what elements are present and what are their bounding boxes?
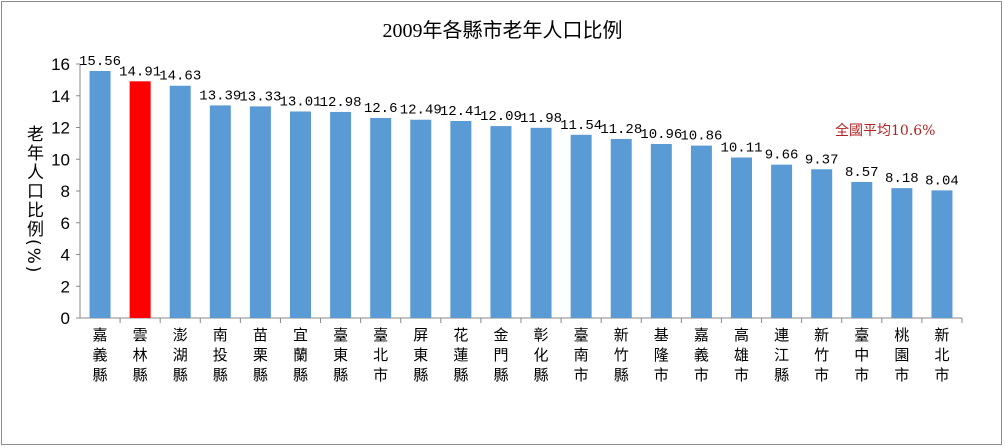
category-label: 澎湖縣	[173, 326, 188, 384]
category-label: 彰化縣	[534, 326, 549, 384]
value-label: 14.63	[159, 69, 201, 85]
value-label: 12.49	[400, 103, 442, 119]
value-label: 12.41	[440, 104, 482, 120]
category-label: 臺東縣	[333, 326, 348, 384]
value-label: 15.56	[79, 54, 121, 70]
value-label: 8.04	[925, 173, 959, 189]
value-label: 12.09	[480, 109, 522, 125]
category-label: 苗栗縣	[253, 326, 268, 384]
bar-嘉義縣	[89, 70, 111, 318]
bar-基隆市	[650, 144, 672, 318]
value-label: 8.18	[885, 171, 919, 187]
y-tick-label: 2	[61, 277, 70, 296]
value-label: 11.28	[600, 122, 642, 138]
bar-雲林縣	[129, 81, 151, 319]
category-label: 屏東縣	[413, 326, 428, 384]
bar-新竹市	[811, 169, 833, 318]
bar-新北市	[931, 190, 953, 318]
y-tick-label: 8	[61, 182, 70, 201]
y-tick-label: 6	[61, 214, 70, 233]
bar-臺南市	[570, 134, 592, 318]
value-label: 10.96	[640, 127, 682, 143]
category-label: 南投縣	[213, 326, 228, 384]
category-label: 桃園市	[894, 326, 909, 384]
value-label: 10.86	[680, 129, 722, 145]
bar-高雄市	[731, 157, 752, 318]
y-tick-label: 16	[51, 55, 70, 74]
category-label: 嘉義市	[694, 326, 709, 384]
y-tick-label: 4	[61, 246, 70, 265]
value-label: 9.37	[805, 152, 839, 168]
bar-新竹縣	[610, 138, 632, 318]
y-tick-label: 12	[51, 119, 70, 138]
bar-嘉義市	[690, 145, 712, 318]
y-tick-label: 10	[51, 150, 70, 169]
bar-彰化縣	[530, 127, 552, 318]
category-label: 新竹市	[814, 326, 829, 384]
category-label: 連江縣	[774, 326, 789, 384]
bar-連江縣	[771, 164, 793, 318]
value-label: 10.11	[720, 141, 762, 157]
value-label: 13.01	[279, 94, 321, 110]
bar-苗栗縣	[249, 106, 271, 318]
category-label: 嘉義縣	[93, 326, 108, 384]
category-label: 高雄市	[734, 326, 749, 384]
category-label: 臺中市	[854, 326, 869, 384]
bar-花蓮縣	[450, 120, 472, 319]
bar-臺中市	[851, 181, 873, 318]
bar-金門縣	[490, 126, 512, 318]
category-label: 基隆市	[654, 326, 669, 384]
bar-宜蘭縣	[290, 111, 311, 318]
chart-title: 2009年各縣市老年人口比例	[382, 20, 623, 42]
bar-南投縣	[209, 105, 231, 318]
y-tick-label: 0	[61, 309, 70, 328]
category-label: 新竹縣	[614, 326, 629, 384]
category-label: 雲林縣	[133, 326, 148, 384]
category-label: 金門縣	[493, 326, 508, 384]
value-label: 13.39	[199, 88, 241, 104]
bar-臺北市	[370, 117, 392, 318]
value-label: 12.98	[320, 95, 362, 111]
bar-桃園市	[891, 188, 913, 318]
category-label: 宜蘭縣	[293, 326, 308, 384]
category-label: 臺南市	[574, 326, 589, 384]
value-label: 9.66	[765, 148, 799, 164]
value-label: 8.57	[845, 165, 879, 181]
value-label: 11.98	[520, 111, 562, 127]
category-label: 新北市	[934, 326, 949, 384]
category-label: 花蓮縣	[453, 326, 468, 384]
bar-臺東縣	[330, 111, 352, 318]
value-label: 11.54	[560, 118, 602, 134]
national-average-annotation: 全國平均10.6%	[835, 123, 936, 139]
value-label: 13.33	[239, 89, 281, 105]
y-axis-label: 老年人口比例(%)	[23, 125, 43, 275]
value-label: 14.91	[119, 64, 161, 80]
category-label: 臺北市	[373, 326, 388, 384]
bar-澎湖縣	[169, 85, 191, 318]
value-label: 12.6	[364, 101, 398, 117]
bar-屏東縣	[410, 119, 432, 318]
y-tick-label: 14	[51, 87, 70, 106]
